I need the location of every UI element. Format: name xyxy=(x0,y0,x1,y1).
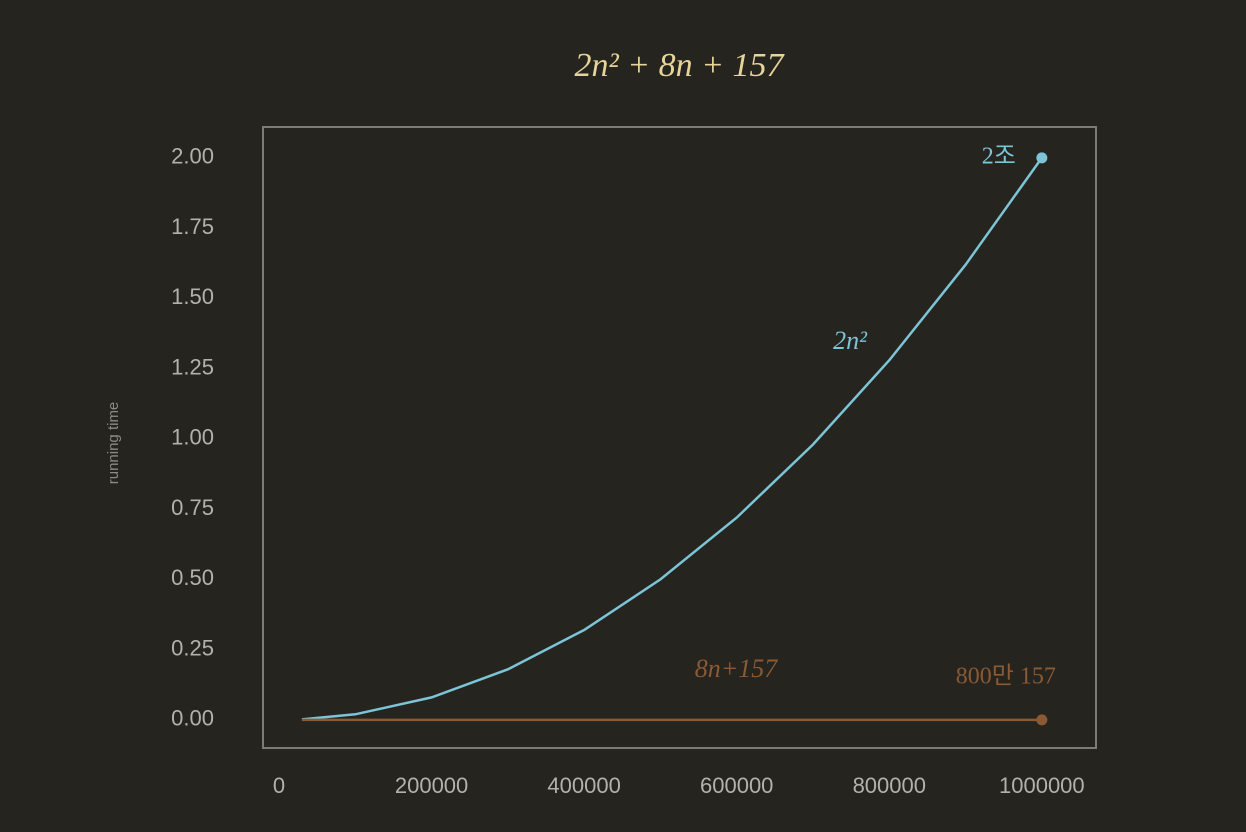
x-tick-label: 800000 xyxy=(853,773,926,798)
y-tick-label: 0.50 xyxy=(171,565,214,590)
y-tick-label: 2.00 xyxy=(171,144,214,169)
x-tick-label: 400000 xyxy=(547,773,620,798)
series-label: 8n+157 xyxy=(695,654,779,683)
x-tick-label: 0 xyxy=(273,773,285,798)
chart-title: 2n² + 8n + 157 xyxy=(574,47,785,84)
y-axis-label: running time xyxy=(105,402,122,485)
y-tick-label: 1.75 xyxy=(171,214,214,239)
y-tick-label: 1.00 xyxy=(171,425,214,450)
series-label: 2n² xyxy=(833,326,868,355)
y-tick-label: 0.00 xyxy=(171,706,214,731)
x-tick-label: 1000000 xyxy=(999,773,1085,798)
y-tick-label: 1.25 xyxy=(171,354,214,379)
y-tick-label: 1.50 xyxy=(171,284,214,309)
end-point xyxy=(1036,714,1048,726)
value-label: 2조 xyxy=(982,143,1016,169)
x-tick-label: 600000 xyxy=(700,773,773,798)
x-tick-label: 200000 xyxy=(395,773,468,798)
value-label: 800만 157 xyxy=(956,662,1056,689)
end-point xyxy=(1036,152,1048,164)
plot-frame xyxy=(262,126,1097,749)
y-tick-label: 0.75 xyxy=(171,495,214,520)
series-line xyxy=(301,157,1043,721)
y-tick-label: 0.25 xyxy=(171,635,214,660)
